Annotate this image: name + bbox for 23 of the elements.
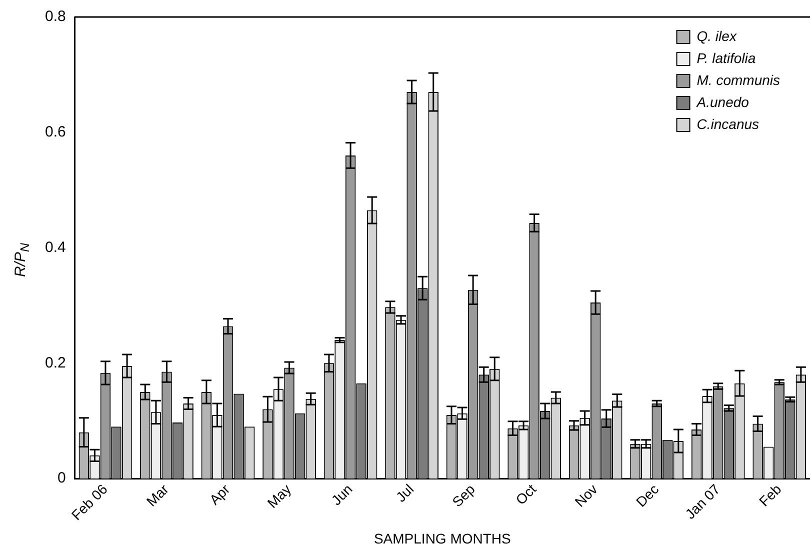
legend-label: C.incanus bbox=[696, 116, 760, 132]
x-tick-label: Jan 07 bbox=[682, 480, 724, 522]
y-tick-label: 0.4 bbox=[44, 238, 66, 256]
x-tick-label: Oct bbox=[512, 480, 540, 508]
x-tick-label: Dec bbox=[632, 480, 662, 510]
x-tick-label: Jun bbox=[328, 480, 356, 508]
x-tick-label: Nov bbox=[572, 480, 600, 510]
legend-label: A.unedo bbox=[696, 94, 750, 110]
x-tick-label: Apr bbox=[206, 480, 234, 508]
legend-label: M. communis bbox=[696, 72, 780, 88]
x-tick-label: Feb 06 bbox=[68, 480, 110, 524]
x-axis-title: SAMPLING MONTHS bbox=[374, 530, 511, 546]
y-tick-label: 0.8 bbox=[44, 8, 66, 26]
y-tick-label: 0.2 bbox=[44, 354, 66, 372]
x-tick-label: Sep bbox=[448, 480, 478, 510]
y-tick-label: 0.6 bbox=[44, 124, 66, 141]
x-tick-label: Jul bbox=[392, 480, 417, 505]
legend-label: P. latifolia bbox=[696, 50, 756, 66]
x-tick-label: Mar bbox=[143, 480, 172, 510]
y-tick-label: 0 bbox=[58, 470, 66, 487]
x-tick-label: May bbox=[264, 480, 294, 511]
legend-label: Q. ilex bbox=[696, 28, 738, 44]
x-tick-label: Feb bbox=[756, 480, 784, 510]
